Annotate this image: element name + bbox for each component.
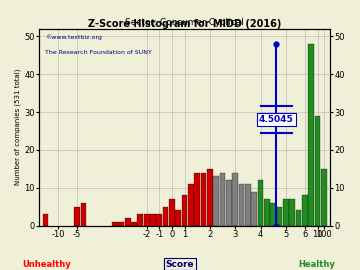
Bar xyxy=(245,184,251,226)
Bar xyxy=(150,214,156,226)
Bar xyxy=(194,173,200,226)
Bar xyxy=(163,207,168,226)
Text: The Research Foundation of SUNY: The Research Foundation of SUNY xyxy=(45,50,152,55)
Bar xyxy=(169,199,175,226)
Bar xyxy=(138,214,143,226)
Bar xyxy=(175,211,181,226)
Text: Healthy: Healthy xyxy=(298,260,335,269)
Text: Score: Score xyxy=(166,260,194,269)
Bar xyxy=(233,173,238,226)
Bar xyxy=(125,218,131,226)
Bar xyxy=(321,169,327,226)
Bar xyxy=(207,169,213,226)
Bar xyxy=(112,222,118,226)
Bar xyxy=(157,214,162,226)
Text: ©www.textbiz.org: ©www.textbiz.org xyxy=(45,35,102,40)
Bar xyxy=(201,173,207,226)
Text: 4.5045: 4.5045 xyxy=(259,115,294,124)
Bar xyxy=(251,191,257,226)
Bar xyxy=(309,44,314,226)
Bar xyxy=(296,211,301,226)
Bar xyxy=(258,180,264,226)
Y-axis label: Number of companies (531 total): Number of companies (531 total) xyxy=(15,69,22,185)
Bar xyxy=(74,207,80,226)
Bar xyxy=(315,116,320,226)
Bar xyxy=(283,199,289,226)
Bar xyxy=(188,184,194,226)
Bar xyxy=(81,203,86,226)
Bar xyxy=(239,184,244,226)
Bar xyxy=(302,195,308,226)
Text: Unhealthy: Unhealthy xyxy=(22,260,71,269)
Bar xyxy=(213,176,219,226)
Bar xyxy=(270,203,276,226)
Bar xyxy=(226,180,232,226)
Title: Z-Score Histogram for MIDD (2016): Z-Score Histogram for MIDD (2016) xyxy=(88,19,281,29)
Bar xyxy=(118,222,124,226)
Bar xyxy=(264,199,270,226)
Text: Sector: Consumer Cyclical: Sector: Consumer Cyclical xyxy=(125,18,244,27)
Bar xyxy=(289,199,295,226)
Bar xyxy=(220,173,225,226)
Bar xyxy=(144,214,149,226)
Bar xyxy=(42,214,48,226)
Bar xyxy=(131,222,137,226)
Bar xyxy=(182,195,188,226)
Bar xyxy=(277,207,283,226)
